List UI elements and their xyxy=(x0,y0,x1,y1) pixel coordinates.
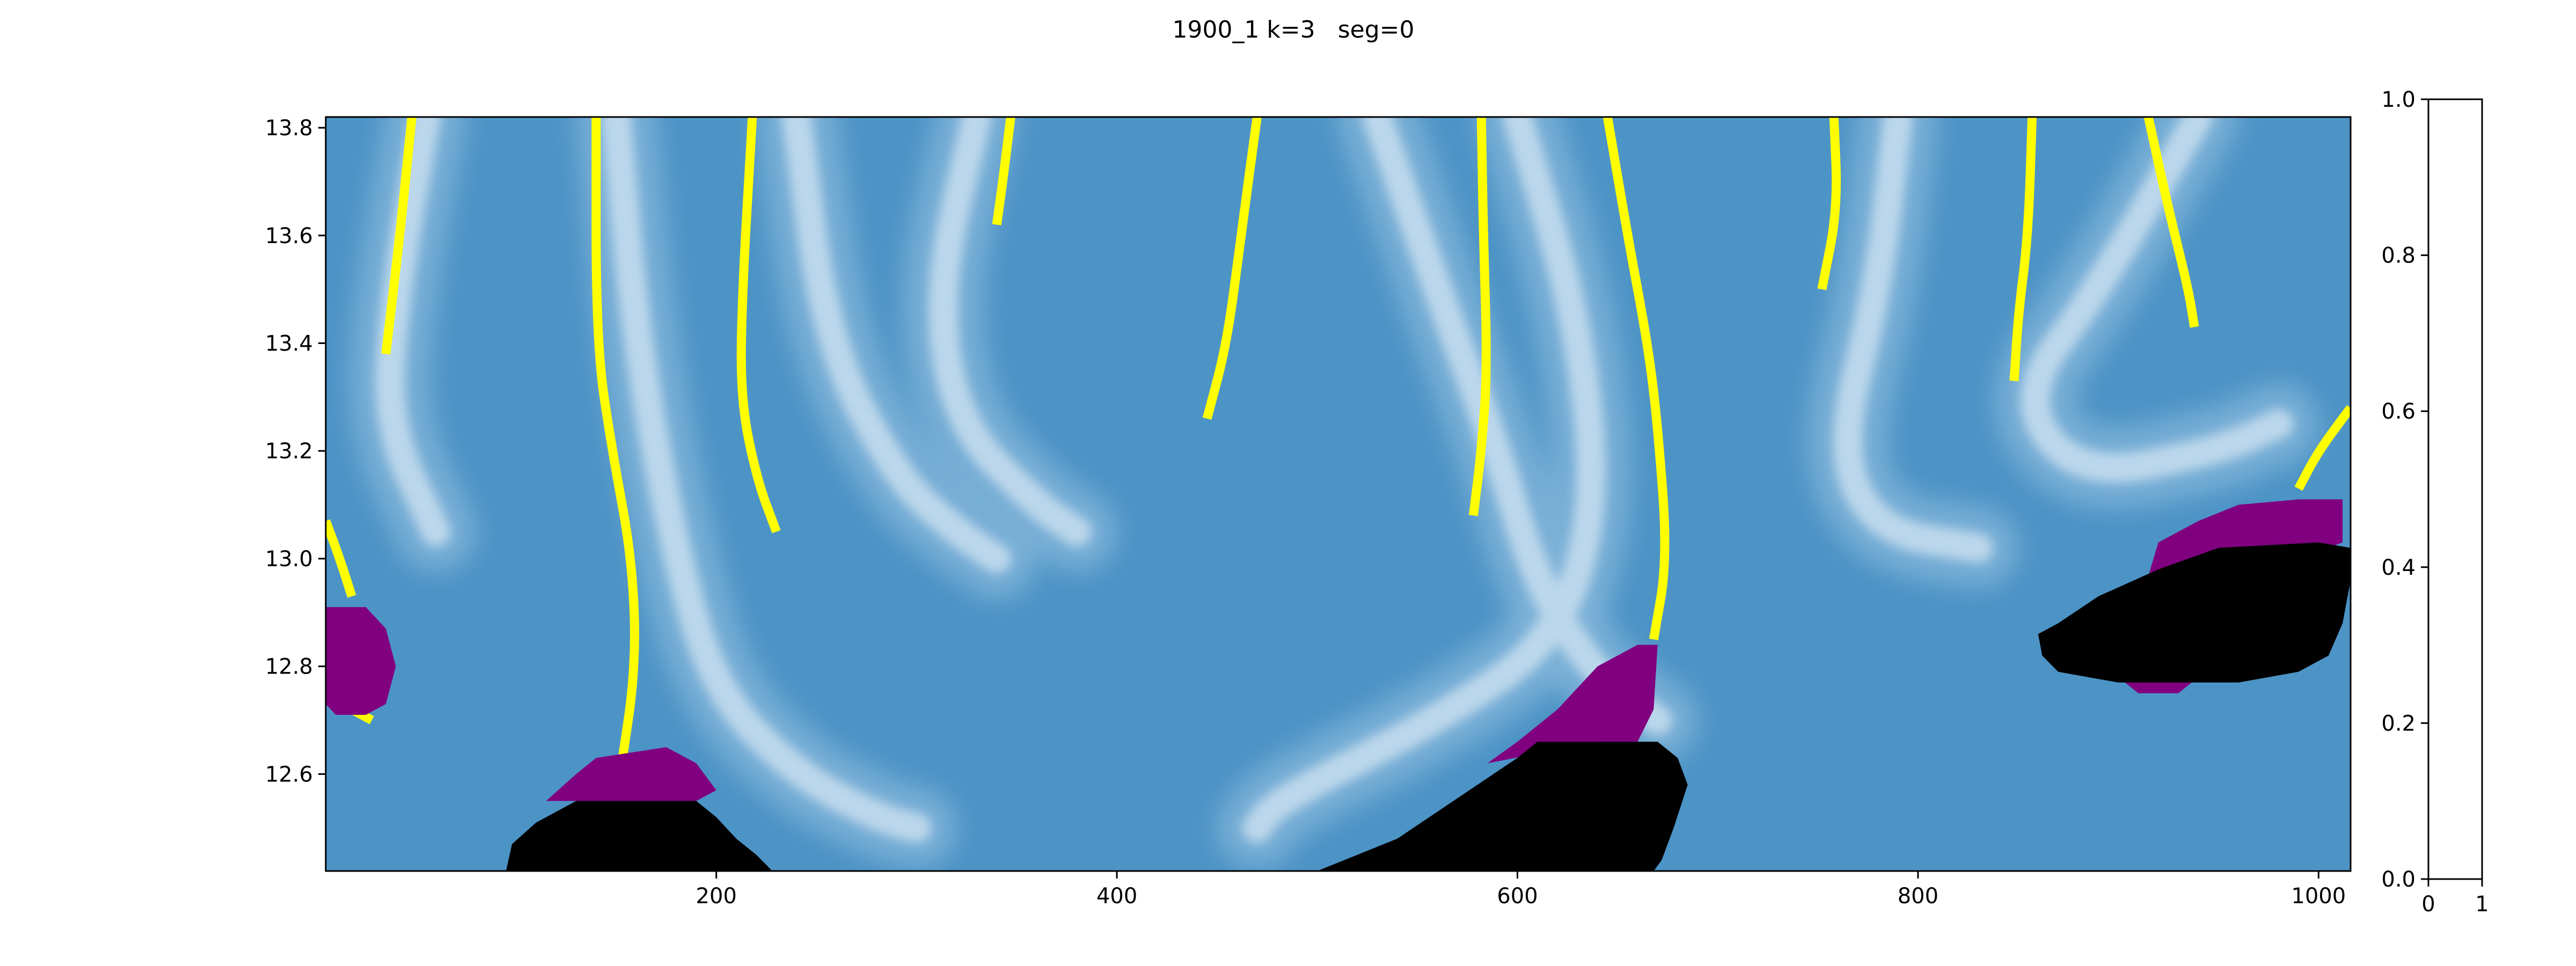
x-tick-label-800: 800 xyxy=(1898,884,1938,909)
black-right xyxy=(2038,542,2351,683)
yellow-3 xyxy=(736,117,781,533)
streak-8 xyxy=(2021,117,2294,483)
x-tick-label-600: 600 xyxy=(1497,884,1538,909)
yellow-10 xyxy=(2143,117,2199,328)
yellow-12 xyxy=(326,519,356,598)
streak-5 xyxy=(1362,117,1673,735)
y-tick-label-13.4: 13.4 xyxy=(265,332,313,356)
colorbar-x-tick-label-0: 0 xyxy=(2421,892,2435,917)
y-tick-label-13.2: 13.2 xyxy=(265,439,313,464)
yellow-1 xyxy=(381,117,416,355)
chart-title: 1900_1 k=3 seg=0 xyxy=(1172,16,1414,43)
streak-7 xyxy=(1833,117,1993,563)
x-tick-label-1000: 1000 xyxy=(2291,884,2346,909)
yellow-4 xyxy=(992,117,1015,225)
colorbar-y-tick-label-0.8: 0.8 xyxy=(2381,244,2416,268)
yellow-6 xyxy=(1468,117,1491,516)
purple-center xyxy=(1487,645,1658,764)
streak-2 xyxy=(601,117,932,843)
x-tick-label-200: 200 xyxy=(696,884,737,909)
black-bottom-center xyxy=(1317,742,1688,871)
main-axes: 200 400 600 800 1000 12.6 12.8 13.0 13.2 13.4 13.… xyxy=(265,116,2352,909)
x-tick-label-400: 400 xyxy=(1096,884,1137,909)
colorbar-y-tick-label-0.4: 0.4 xyxy=(2381,555,2416,580)
y-tick-label-13.0: 13.0 xyxy=(265,547,313,572)
colorbar-y-tick-label-0.6: 0.6 xyxy=(2381,399,2416,424)
colorbar-frame xyxy=(2427,98,2483,880)
plot-frame xyxy=(325,116,2352,872)
yellow-2 xyxy=(591,117,639,775)
y-tick-label-12.8: 12.8 xyxy=(265,655,313,679)
streak-4 xyxy=(928,117,1092,547)
colorbar-x-tick-label-1: 1 xyxy=(2475,892,2489,917)
yellow-5 xyxy=(1202,117,1262,420)
black-bottom-left xyxy=(506,801,773,871)
y-tick-label-13.6: 13.6 xyxy=(265,224,313,248)
colorbar-axes: 0 1 0.0 0.2 0.4 0.6 0.8 1.0 xyxy=(2381,87,2489,917)
yellow-11 xyxy=(2294,405,2351,491)
colorbar-y-tick-label-0.2: 0.2 xyxy=(2381,711,2416,736)
colorbar-y-tick-label-0.0: 0.0 xyxy=(2381,867,2416,892)
yellow-8 xyxy=(1817,117,1841,290)
purple-bottom-left xyxy=(546,747,716,801)
yellow-7 xyxy=(1603,117,1670,640)
streak-6 xyxy=(1242,117,1606,843)
purple-left xyxy=(326,607,396,715)
yellow-9 xyxy=(2009,117,2037,382)
y-tick-label-13.8: 13.8 xyxy=(265,116,313,141)
colorbar-y-tick-label-1.0: 1.0 xyxy=(2381,87,2416,112)
y-tick-label-12.6: 12.6 xyxy=(265,762,313,787)
streak-3 xyxy=(781,117,1012,574)
